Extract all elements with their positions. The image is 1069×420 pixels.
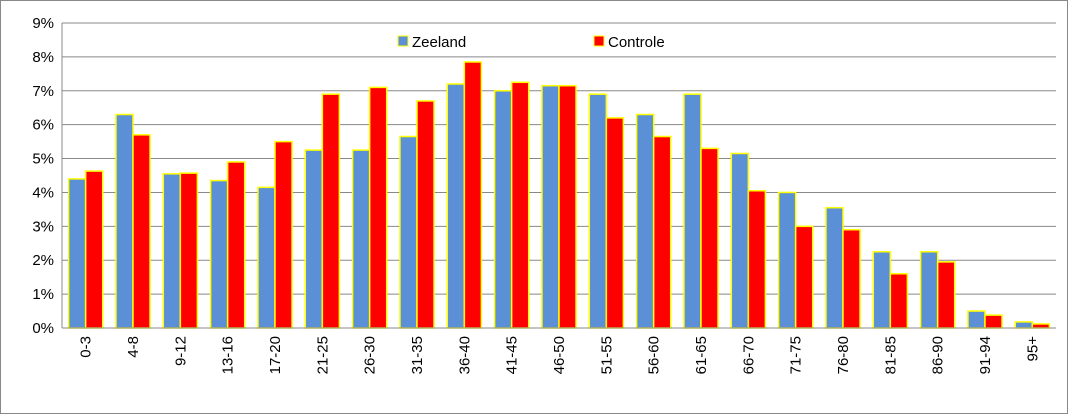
bar — [825, 206, 844, 329]
y-tick-label: 9% — [32, 15, 54, 32]
x-tick-label: 17-20 — [267, 336, 284, 374]
x-tick-label: 46-50 — [551, 336, 568, 374]
x-tick-label: 76-80 — [835, 336, 852, 374]
bar — [446, 83, 466, 329]
x-tick-label: 4-8 — [125, 336, 142, 358]
x-tick-label: 41-45 — [504, 336, 521, 374]
bar — [368, 86, 388, 329]
y-tick-label: 7% — [32, 83, 54, 100]
y-tick-label: 4% — [32, 184, 54, 201]
y-tick-label: 0% — [32, 320, 54, 337]
x-tick-label: 0-3 — [78, 336, 95, 358]
legend-swatch — [593, 35, 605, 47]
bar — [747, 190, 767, 329]
x-tick-label: 71-75 — [788, 336, 805, 374]
y-tick-label: 5% — [32, 151, 54, 168]
bar — [209, 179, 229, 329]
x-tick-label: 51-55 — [598, 336, 615, 374]
y-tick-label: 6% — [32, 117, 54, 134]
bar — [842, 228, 861, 329]
bar — [700, 147, 719, 329]
y-tick-label: 1% — [32, 286, 54, 303]
bar — [132, 134, 151, 329]
bar — [794, 225, 814, 329]
bar — [889, 273, 909, 329]
bar — [162, 173, 182, 329]
bar — [321, 93, 341, 329]
x-tick-label: 31-35 — [409, 336, 426, 374]
bar — [351, 149, 371, 329]
bar — [67, 178, 87, 329]
y-tick-label: 2% — [32, 252, 54, 269]
bar — [493, 90, 513, 329]
x-tick-label: 9-12 — [172, 336, 189, 366]
bar — [919, 251, 939, 329]
bar — [541, 84, 560, 329]
y-tick-label: 3% — [32, 218, 54, 235]
bar — [399, 135, 418, 329]
x-tick-label: 95+ — [1024, 336, 1041, 362]
x-tick-label: 81-85 — [882, 336, 899, 374]
bar — [558, 84, 577, 329]
x-tick-label: 21-25 — [314, 336, 331, 374]
bar — [510, 81, 530, 329]
bar — [304, 149, 324, 329]
x-tick-label: 56-60 — [646, 336, 663, 374]
bar — [274, 140, 293, 329]
bar — [605, 117, 625, 329]
bar — [1014, 321, 1034, 329]
y-tick-label: 8% — [32, 49, 54, 66]
x-tick-label: 86-90 — [930, 336, 947, 374]
bar — [777, 191, 797, 329]
bar — [967, 310, 986, 329]
x-tick-label: 26-30 — [362, 336, 379, 374]
bar — [588, 93, 608, 329]
x-tick-label: 36-40 — [456, 336, 473, 374]
bar — [872, 251, 892, 329]
legend-label: Controle — [608, 34, 665, 51]
bar — [463, 61, 483, 329]
bar — [730, 152, 750, 329]
bar — [652, 135, 672, 329]
bar — [84, 170, 104, 329]
x-tick-label: 66-70 — [740, 336, 757, 374]
x-tick-label: 91-94 — [977, 336, 994, 374]
bar — [115, 113, 134, 329]
bar — [226, 161, 246, 329]
bar — [1031, 323, 1051, 329]
legend-swatch — [397, 35, 409, 47]
bar — [683, 93, 702, 329]
bar — [936, 261, 956, 329]
x-tick-label: 13-16 — [220, 336, 237, 374]
bar — [257, 186, 276, 329]
x-tick-label: 61-65 — [693, 336, 710, 374]
legend-label: Zeeland — [412, 34, 466, 51]
bar — [984, 314, 1003, 329]
bar — [635, 113, 655, 329]
bar — [416, 100, 435, 329]
bar — [179, 172, 199, 329]
